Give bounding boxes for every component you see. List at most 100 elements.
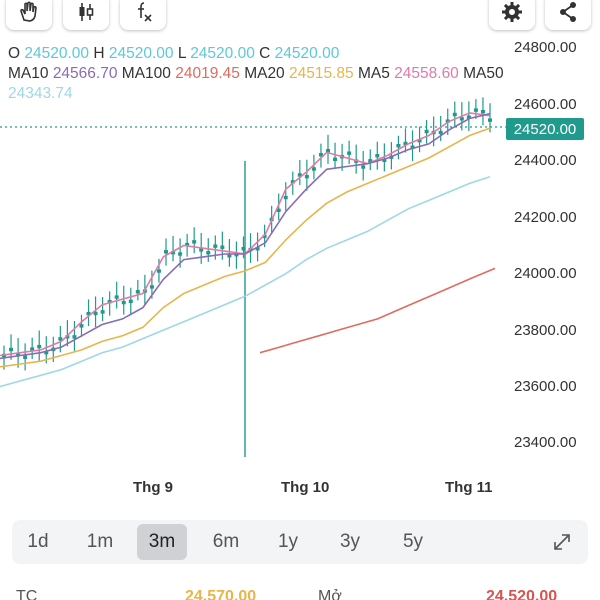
candle-body	[114, 295, 119, 299]
candle-body	[121, 300, 126, 305]
x-tick-label: Thg 10	[281, 479, 330, 496]
candle-body	[297, 173, 302, 177]
candle-body	[171, 250, 176, 255]
y-tick-label: 24800.00	[514, 39, 577, 56]
candle-body	[23, 355, 28, 359]
period-1d[interactable]: 1d	[27, 531, 49, 552]
candle-body	[466, 115, 471, 119]
candle-body	[410, 145, 415, 149]
candle-body	[128, 299, 133, 304]
y-tick-label: 24600.00	[514, 96, 577, 113]
period-3m[interactable]: 3m	[137, 524, 187, 560]
y-tick-label: 23600.00	[514, 378, 577, 395]
y-tick-label: 23800.00	[514, 322, 577, 339]
candle-body	[192, 240, 197, 244]
ref-label: TC	[16, 588, 38, 600]
candle-body	[44, 351, 49, 355]
open-price-value: 24,520.00	[486, 588, 558, 600]
y-tick-label: 24400.00	[514, 152, 577, 169]
x-tick-label: Thg 9	[133, 479, 173, 496]
indicator-button[interactable]	[120, 0, 166, 30]
period-3y[interactable]: 3y	[339, 531, 361, 552]
period-5y[interactable]: 5y	[402, 531, 424, 552]
candle-body	[30, 347, 35, 351]
low-value: 24520.00	[190, 45, 255, 62]
candle-body	[311, 167, 316, 171]
quote-stats-row: TC 24,570.00 Mở 24,520.00	[0, 586, 600, 600]
ma5-value: 24558.60	[394, 65, 459, 82]
fullscreen-button[interactable]	[544, 524, 580, 560]
candle-body	[459, 117, 464, 121]
candle-body	[290, 180, 295, 184]
x-tick-label: Thg 11	[445, 479, 493, 496]
ma10-label: MA10	[8, 65, 49, 82]
ma50-label: MA50	[463, 65, 504, 82]
y-tick-label: 24000.00	[514, 265, 577, 282]
ma50-value: 24343.74	[8, 85, 73, 102]
candle-body	[220, 245, 225, 249]
expand-icon	[554, 534, 570, 550]
open-price-label: Mở	[318, 588, 342, 600]
current-price-tag: 24520.00	[506, 118, 584, 140]
candle-body	[318, 153, 323, 157]
ma20-label: MA20	[244, 65, 285, 82]
open-label: O	[8, 45, 21, 62]
candle-body	[107, 300, 112, 304]
settings-button[interactable]	[489, 0, 535, 30]
candle-body	[382, 158, 387, 162]
y-tick-label: 23400.00	[514, 434, 577, 451]
candle-body	[262, 234, 267, 239]
candle-body	[93, 311, 98, 316]
chart-type-button[interactable]	[63, 0, 109, 30]
period-1y[interactable]: 1y	[277, 531, 299, 552]
high-value: 24520.00	[108, 45, 174, 62]
period-6m[interactable]: 6m	[212, 531, 240, 552]
candle-body	[79, 324, 84, 328]
candle-body	[213, 244, 218, 248]
candle-body	[276, 208, 281, 213]
candle-body	[304, 174, 309, 179]
candle-body	[403, 141, 408, 146]
ma10-value: 24566.70	[52, 65, 118, 82]
candle-body	[347, 151, 352, 155]
open-value: 24520.00	[24, 45, 90, 62]
candle-body	[361, 165, 366, 169]
candle-body	[206, 251, 211, 255]
ma100-label: MA100	[121, 65, 171, 82]
candle-body	[438, 130, 443, 135]
candle-body	[255, 247, 260, 251]
draw-tool-button[interactable]	[6, 0, 52, 30]
share-icon	[560, 2, 576, 22]
close-label: C	[259, 45, 271, 62]
candle-body	[58, 337, 63, 341]
candle-body	[227, 254, 232, 258]
period-1m[interactable]: 1m	[86, 531, 114, 552]
candle-body	[368, 159, 373, 163]
function-icon	[138, 2, 152, 22]
ma20-value: 24515.85	[289, 65, 354, 82]
candle-body	[199, 248, 204, 252]
candle-body	[65, 335, 70, 339]
candle-body	[424, 129, 429, 134]
candle-body	[178, 252, 183, 256]
low-label: L	[177, 45, 186, 62]
candle-body	[16, 353, 21, 357]
series-line-ma50	[0, 175, 491, 388]
series-line-ma100	[259, 267, 496, 354]
candle-body	[37, 344, 42, 349]
candle-body	[375, 154, 380, 158]
share-button[interactable]	[545, 0, 591, 30]
candle-body	[417, 138, 422, 143]
series-line-ma20	[0, 127, 491, 368]
candle-body	[100, 310, 105, 314]
candle-body	[473, 108, 478, 112]
candle-body	[149, 285, 154, 289]
candle-body	[156, 269, 161, 273]
price-chart[interactable]	[0, 0, 600, 515]
ma100-value: 24019.45	[175, 65, 240, 82]
candle-body	[86, 311, 91, 316]
candlestick-icon	[79, 3, 94, 21]
candle-body	[445, 119, 450, 123]
candle-body	[396, 143, 401, 148]
candle-body	[480, 110, 485, 114]
